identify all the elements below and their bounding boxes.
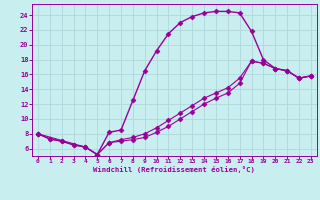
X-axis label: Windchill (Refroidissement éolien,°C): Windchill (Refroidissement éolien,°C) [93, 166, 255, 173]
